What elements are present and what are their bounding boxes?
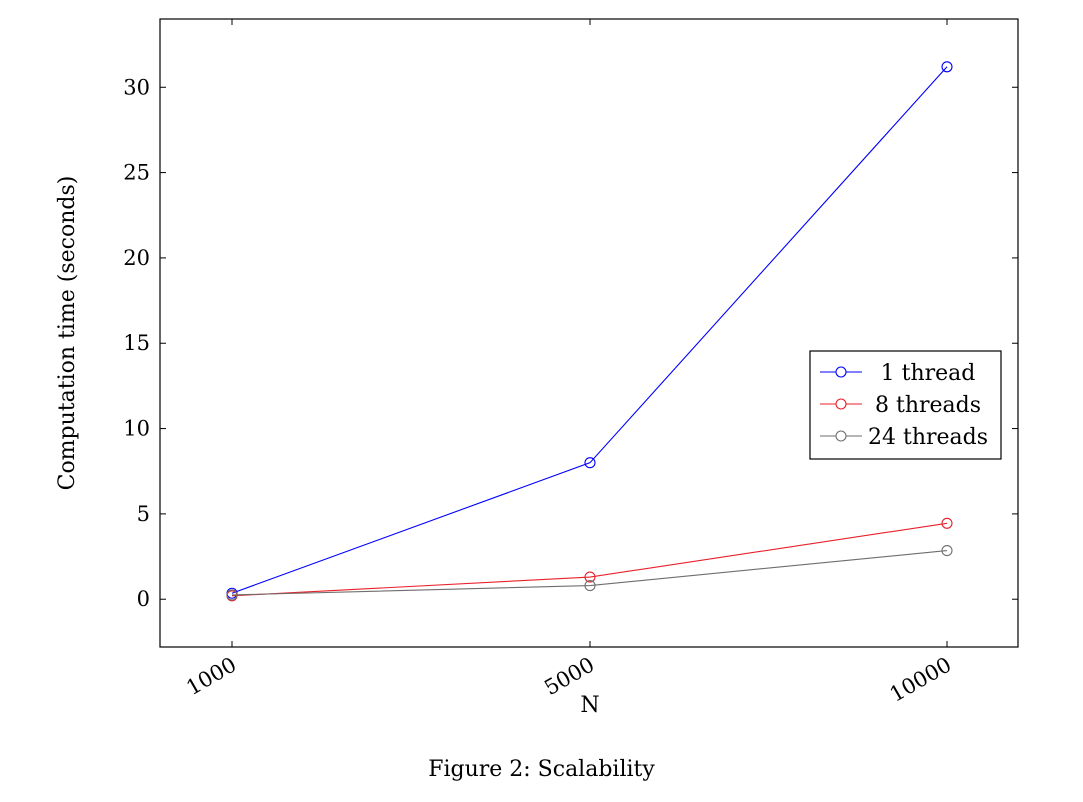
data-point xyxy=(941,61,953,73)
legend-entry: 8 threads xyxy=(820,393,981,418)
y-tick-label: 30 xyxy=(123,75,150,99)
y-tick-label: 20 xyxy=(123,246,150,270)
y-axis-label: Computation time (seconds) xyxy=(55,176,80,491)
series-1 xyxy=(226,61,953,599)
data-point xyxy=(584,457,596,469)
data-point xyxy=(226,589,238,601)
y-tick-label: 5 xyxy=(137,502,150,526)
data-point xyxy=(584,580,596,592)
series-2 xyxy=(226,517,953,602)
data-point xyxy=(941,517,953,529)
x-axis-label: N xyxy=(580,693,599,718)
legend-swatch-marker xyxy=(835,366,847,378)
data-point xyxy=(584,571,596,583)
x-tick-label: 1000 xyxy=(182,653,240,701)
y-tick-label: 10 xyxy=(123,417,150,441)
data-point xyxy=(941,545,953,557)
y-tick-label: 15 xyxy=(123,331,150,355)
series-layer xyxy=(226,61,953,602)
series-line xyxy=(231,66,948,594)
series-line xyxy=(231,522,948,597)
figure-caption: Figure 2: Scalability xyxy=(428,757,655,782)
legend-entry: 24 threads xyxy=(820,425,988,450)
y-tick-label: 0 xyxy=(137,587,150,611)
chart: 0 5 10 15 20 25 30 1000 5000 10000 N Computation… xyxy=(55,18,1019,718)
series-line xyxy=(231,550,948,596)
y-tick-labels: 0 5 10 15 20 25 30 xyxy=(123,75,150,611)
legend-label: 1 thread xyxy=(881,361,976,386)
y-tick-label: 25 xyxy=(123,161,150,185)
legend-swatch-marker xyxy=(835,430,847,442)
x-tick-labels: 1000 5000 10000 xyxy=(182,653,955,707)
series-3 xyxy=(226,545,953,601)
legend-swatch-marker xyxy=(835,398,847,410)
tick-marks xyxy=(160,19,1018,647)
x-tick-label: 10000 xyxy=(886,653,956,707)
plot-frame xyxy=(159,18,1019,648)
legend-label: 8 threads xyxy=(875,393,981,418)
legend-label: 24 threads xyxy=(868,425,988,450)
legend: 1 thread 8 threads 24 threads xyxy=(809,350,1002,460)
legend-entry: 1 thread xyxy=(820,361,975,386)
